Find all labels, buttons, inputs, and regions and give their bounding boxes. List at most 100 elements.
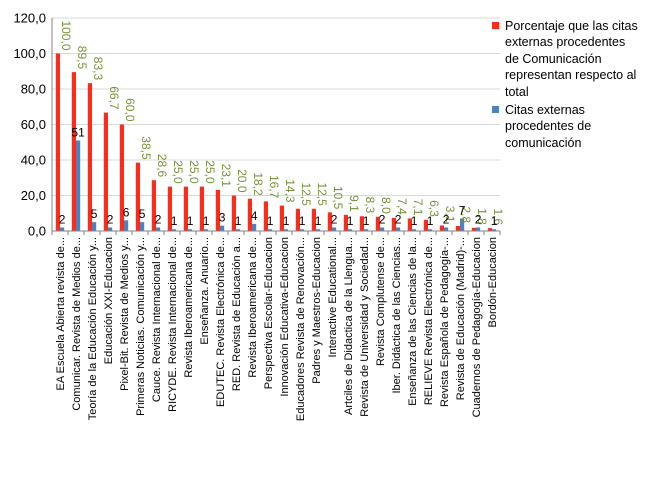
bars [55,53,497,231]
bar-percentage [215,189,220,231]
gridlines [52,17,500,196]
data-label-percentage: 20,0 [235,169,249,193]
data-label-percentage: 3,1 [443,206,457,223]
bar-citations [140,222,145,231]
y-tick-label: 20,0 [21,188,46,203]
data-label-citations: 1 [363,214,370,228]
data-label-citations: 1 [411,214,418,228]
y-tick-label: 60,0 [21,117,46,132]
x-category-label: Revista Iberoamericana de... [183,237,195,378]
x-category-label: Innovación Educativa-Educacion [279,237,291,397]
legend-item-percentage[interactable]: Porcentaje que las citas externas proced… [492,18,642,100]
data-label-percentage: 38,5 [139,136,153,160]
data-label-citations: 3 [219,211,226,225]
bar-citations [220,225,225,231]
x-category-label: Revista de Educación (Madrid)-... [455,237,467,400]
bar-percentage [295,208,300,231]
x-category-label: EA Escuela Abierta revista de... [55,237,67,390]
x-axis: EA Escuela Abierta revista de... Comunica… [51,230,501,421]
bar-percentage [279,205,284,231]
x-category-label: Iber. Didáctica de las Ciencias... [391,237,403,394]
y-tick-label: 100,0 [13,46,46,61]
bar-percentage [359,216,364,231]
x-category-label: Pixel-Bit. Revista de Medios y... [119,237,131,391]
data-label-percentage: 18,2 [251,172,265,196]
bar-citations [300,229,305,231]
bar-citations [332,227,337,231]
data-label-percentage: 1,6 [491,208,505,225]
x-category-label: Perspectiva Escolar-Educacion [263,237,275,389]
data-label-citations: 2 [107,212,114,226]
x-category-label: EDUTEC. Revista Electrónica de... [215,237,227,407]
bar-citations [236,229,241,231]
data-label-percentage: 12,5 [315,182,329,206]
x-category-label: RICYDE. Revista Internacional de... [167,237,179,412]
bar-citations [412,229,417,231]
bar-percentage [183,186,188,231]
x-category-label: Enseñanza de las Ciencias de la... [407,237,419,406]
data-label-citations: 1 [427,214,434,228]
x-category-label: Teoría de la Educación Educación y... [87,237,99,420]
data-label-percentage: 6,3 [427,200,441,217]
bar-percentage [455,226,460,231]
x-category-label: Revista Iberoamericana de... [247,237,259,378]
bar-citations [60,227,65,231]
y-axis: 0,0 20,0 40,0 60,0 80,0 100,0 120,0 [13,11,53,239]
bar-percentage [71,72,76,231]
bar-citations [316,229,321,231]
legend: Porcentaje que las citas externas proced… [492,18,642,153]
data-label-percentage: 2,8 [459,206,473,223]
x-category-label: Bordón-Educacion [487,237,499,328]
bar-percentage [247,198,252,231]
y-tick-label: 40,0 [21,153,46,168]
bar-percentage [327,212,332,231]
x-category-label: RED. Revista de Educación a... [231,237,243,391]
bar-citations [476,227,481,231]
bar-percentage [471,227,476,231]
bar-percentage [151,180,156,231]
bar-percentage [439,225,444,231]
bar-percentage [119,124,124,231]
data-label-citations: 2 [59,212,66,226]
data-label-citations: 1 [203,214,210,228]
bar-citations [172,229,177,231]
data-label-percentage: 7,4 [395,198,409,215]
bar-citations [492,229,497,231]
data-label-percentage: 9,1 [347,195,361,212]
data-label-percentage: 7,1 [411,199,425,216]
legend-item-citations[interactable]: Citas externas procedentes de comunicaci… [492,102,642,151]
bar-percentage [487,228,492,231]
legend-label-citations: Citas externas procedentes de comunicaci… [505,103,592,150]
bar-citations [124,220,129,231]
legend-label-percentage: Porcentaje que las citas externas proced… [505,19,638,99]
legend-swatch-blue [492,106,499,114]
bar-percentage [375,216,380,231]
data-label-citations: 7 [459,204,466,218]
bar-citations [380,227,385,231]
data-label-percentage: 8,0 [379,197,393,214]
x-category-label: Interactive Educational... [327,237,339,357]
data-label-citations: 5 [139,207,146,221]
bar-citations [444,227,449,231]
data-labels: 100,0 2 89,5 51 83,3 5 66,7 2 60,0 6 38,5 5 28,6 2 25,… [59,20,505,228]
data-label-citations: 1 [283,214,290,228]
data-label-percentage: 28,6 [155,154,169,178]
data-label-citations: 2 [443,212,450,226]
data-label-percentage: 83,3 [91,57,105,81]
y-tick-label: 80,0 [21,82,46,97]
data-label-citations: 2 [395,212,402,226]
bar-citations [156,227,161,231]
data-label-percentage: 25,0 [203,160,217,184]
data-label-citations: 1 [491,214,498,228]
data-label-percentage: 25,0 [171,160,185,184]
x-category-label: Revista de Universidad y Sociedad... [359,237,371,417]
data-label-citations: 2 [379,212,386,226]
x-category-label: Cuadernos de Pedagogía-Educacion [471,237,483,417]
data-label-citations: 1 [347,214,354,228]
data-label-citations: 2 [331,212,338,226]
bar-percentage [263,201,268,231]
bar-citations [92,222,97,231]
x-category-label: Cauce. Revista Internacional de... [151,237,163,402]
data-label-citations: 2 [155,212,162,226]
x-category-label: Enseñanza. Anuario... [199,237,211,345]
